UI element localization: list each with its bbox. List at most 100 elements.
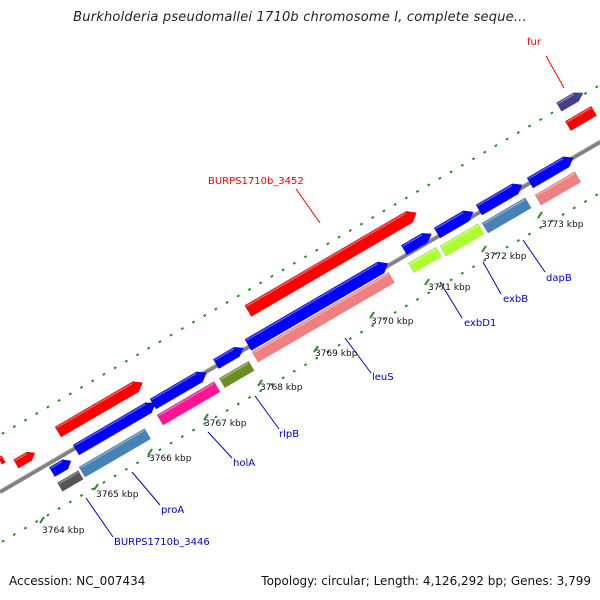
tick-dot — [203, 313, 207, 318]
label-leader-line — [85, 497, 114, 538]
tick-dot — [348, 337, 352, 341]
gene-blue-6[interactable] — [149, 368, 210, 410]
tick-dot — [169, 441, 173, 445]
gene-label-rlpb[interactable]: rlpB — [279, 429, 299, 440]
tick-dot — [337, 343, 341, 347]
gene-burps1710b-3452[interactable] — [244, 207, 420, 318]
tick-label: 3770 kbp — [371, 317, 414, 327]
gene-exbd1-b[interactable] — [407, 246, 442, 274]
tick-dot — [505, 137, 509, 141]
gene-blue-2[interactable] — [475, 180, 525, 216]
gene-exbd1[interactable] — [439, 223, 485, 257]
gene-blue-7[interactable] — [72, 398, 159, 456]
tick-dot — [460, 271, 464, 275]
gene-features — [0, 89, 598, 492]
gene-red-edge[interactable] — [13, 449, 37, 469]
tick-dot — [371, 323, 375, 328]
tick-dot — [236, 402, 240, 406]
tick-label: 3765 kbp — [96, 490, 139, 500]
gene-dapb[interactable] — [534, 171, 582, 206]
tick-dot — [191, 428, 196, 432]
major-tick — [93, 483, 99, 491]
tick-label: 3767 kbp — [204, 419, 247, 429]
major-tick — [313, 345, 319, 353]
gene-blue-leus-line[interactable] — [244, 258, 391, 352]
tick-dot — [527, 124, 532, 128]
tick-dot — [348, 229, 352, 233]
tick-dot — [259, 389, 263, 393]
gene-red-cut[interactable] — [0, 455, 6, 465]
gene-blue-8[interactable] — [48, 456, 74, 478]
tick-dot — [471, 157, 476, 161]
gene-burps1710b-3446[interactable] — [57, 470, 84, 492]
tick-dot — [102, 372, 106, 376]
gene-label-hola[interactable]: holA — [233, 458, 255, 469]
gene-label-burps1710b-3452[interactable]: BURPS1710b_3452 — [208, 176, 304, 187]
tick-dot — [270, 382, 274, 386]
tick-dot — [236, 294, 240, 298]
gene-red-small[interactable] — [564, 105, 598, 132]
tick-label: 3771 kbp — [428, 283, 471, 293]
gene-label-burps1710b-3446[interactable]: BURPS1710b_3446 — [114, 537, 210, 548]
tick-dot — [180, 435, 184, 439]
tick-dot — [158, 448, 162, 452]
tick-dot — [113, 366, 117, 370]
tick-dot — [12, 533, 16, 537]
tick-dot — [35, 411, 39, 416]
accession-label: Accession: — [9, 574, 73, 588]
tick-dot — [494, 144, 498, 148]
tick-dot — [203, 421, 207, 426]
tick-dot — [583, 91, 588, 95]
major-tick — [147, 448, 153, 456]
tick-dot — [124, 467, 128, 471]
gene-label-proa[interactable]: proA — [161, 505, 184, 516]
tick-dot — [550, 111, 554, 115]
tick-dot — [281, 268, 285, 272]
tick-dot — [483, 258, 487, 262]
gene-label-leus[interactable]: leuS — [372, 372, 394, 383]
gene-hola[interactable] — [156, 381, 221, 426]
tick-dot — [225, 408, 229, 413]
label-leader-line — [207, 431, 233, 459]
gene-exbb[interactable] — [481, 197, 532, 234]
tick-dot — [539, 117, 543, 122]
gene-blue-4[interactable] — [400, 229, 434, 256]
tick-dot — [46, 405, 50, 409]
gene-proa[interactable] — [78, 428, 152, 478]
label-leader-line — [439, 281, 463, 319]
tick-dot — [102, 480, 106, 484]
tick-dot — [270, 274, 274, 278]
label-leader-line — [131, 471, 161, 506]
gene-red-left[interactable] — [54, 377, 146, 438]
tick-dot — [12, 425, 16, 429]
tick-label: 3773 kbp — [541, 220, 584, 230]
gene-blue-1[interactable] — [526, 153, 576, 189]
gene-rlpb[interactable] — [218, 360, 255, 389]
tick-dot — [158, 340, 162, 344]
gene-blue-3[interactable] — [433, 207, 476, 239]
major-tick — [39, 516, 45, 524]
genome-stats: Topology: circular; Length: 4,126,292 bp… — [261, 574, 591, 588]
topology-value: circular — [321, 574, 366, 588]
tick-dot — [247, 287, 252, 291]
gene-fur[interactable] — [556, 89, 585, 112]
major-tick — [369, 311, 375, 319]
label-leader-line — [545, 55, 565, 89]
gene-label-exbb[interactable]: exbB — [503, 294, 528, 305]
gene-label-dapb[interactable]: dapB — [546, 273, 572, 284]
tick-dot — [281, 376, 285, 380]
gene-leus[interactable] — [251, 271, 395, 363]
tick-dot — [393, 202, 397, 207]
tick-dot — [516, 131, 520, 135]
gene-blue-5[interactable] — [212, 343, 246, 370]
tick-dot — [404, 196, 408, 200]
gene-label-fur[interactable]: fur — [527, 37, 542, 48]
outer-tick-row — [1, 85, 599, 435]
tick-dot — [483, 150, 487, 154]
tick-label: 3764 kbp — [42, 526, 85, 536]
accession-value: NC_007434 — [76, 574, 146, 588]
genes-value: 3,799 — [556, 574, 591, 588]
gene-label-exbd1[interactable]: exbD1 — [464, 318, 496, 329]
tick-dot — [259, 281, 263, 285]
tick-dot — [23, 418, 28, 422]
